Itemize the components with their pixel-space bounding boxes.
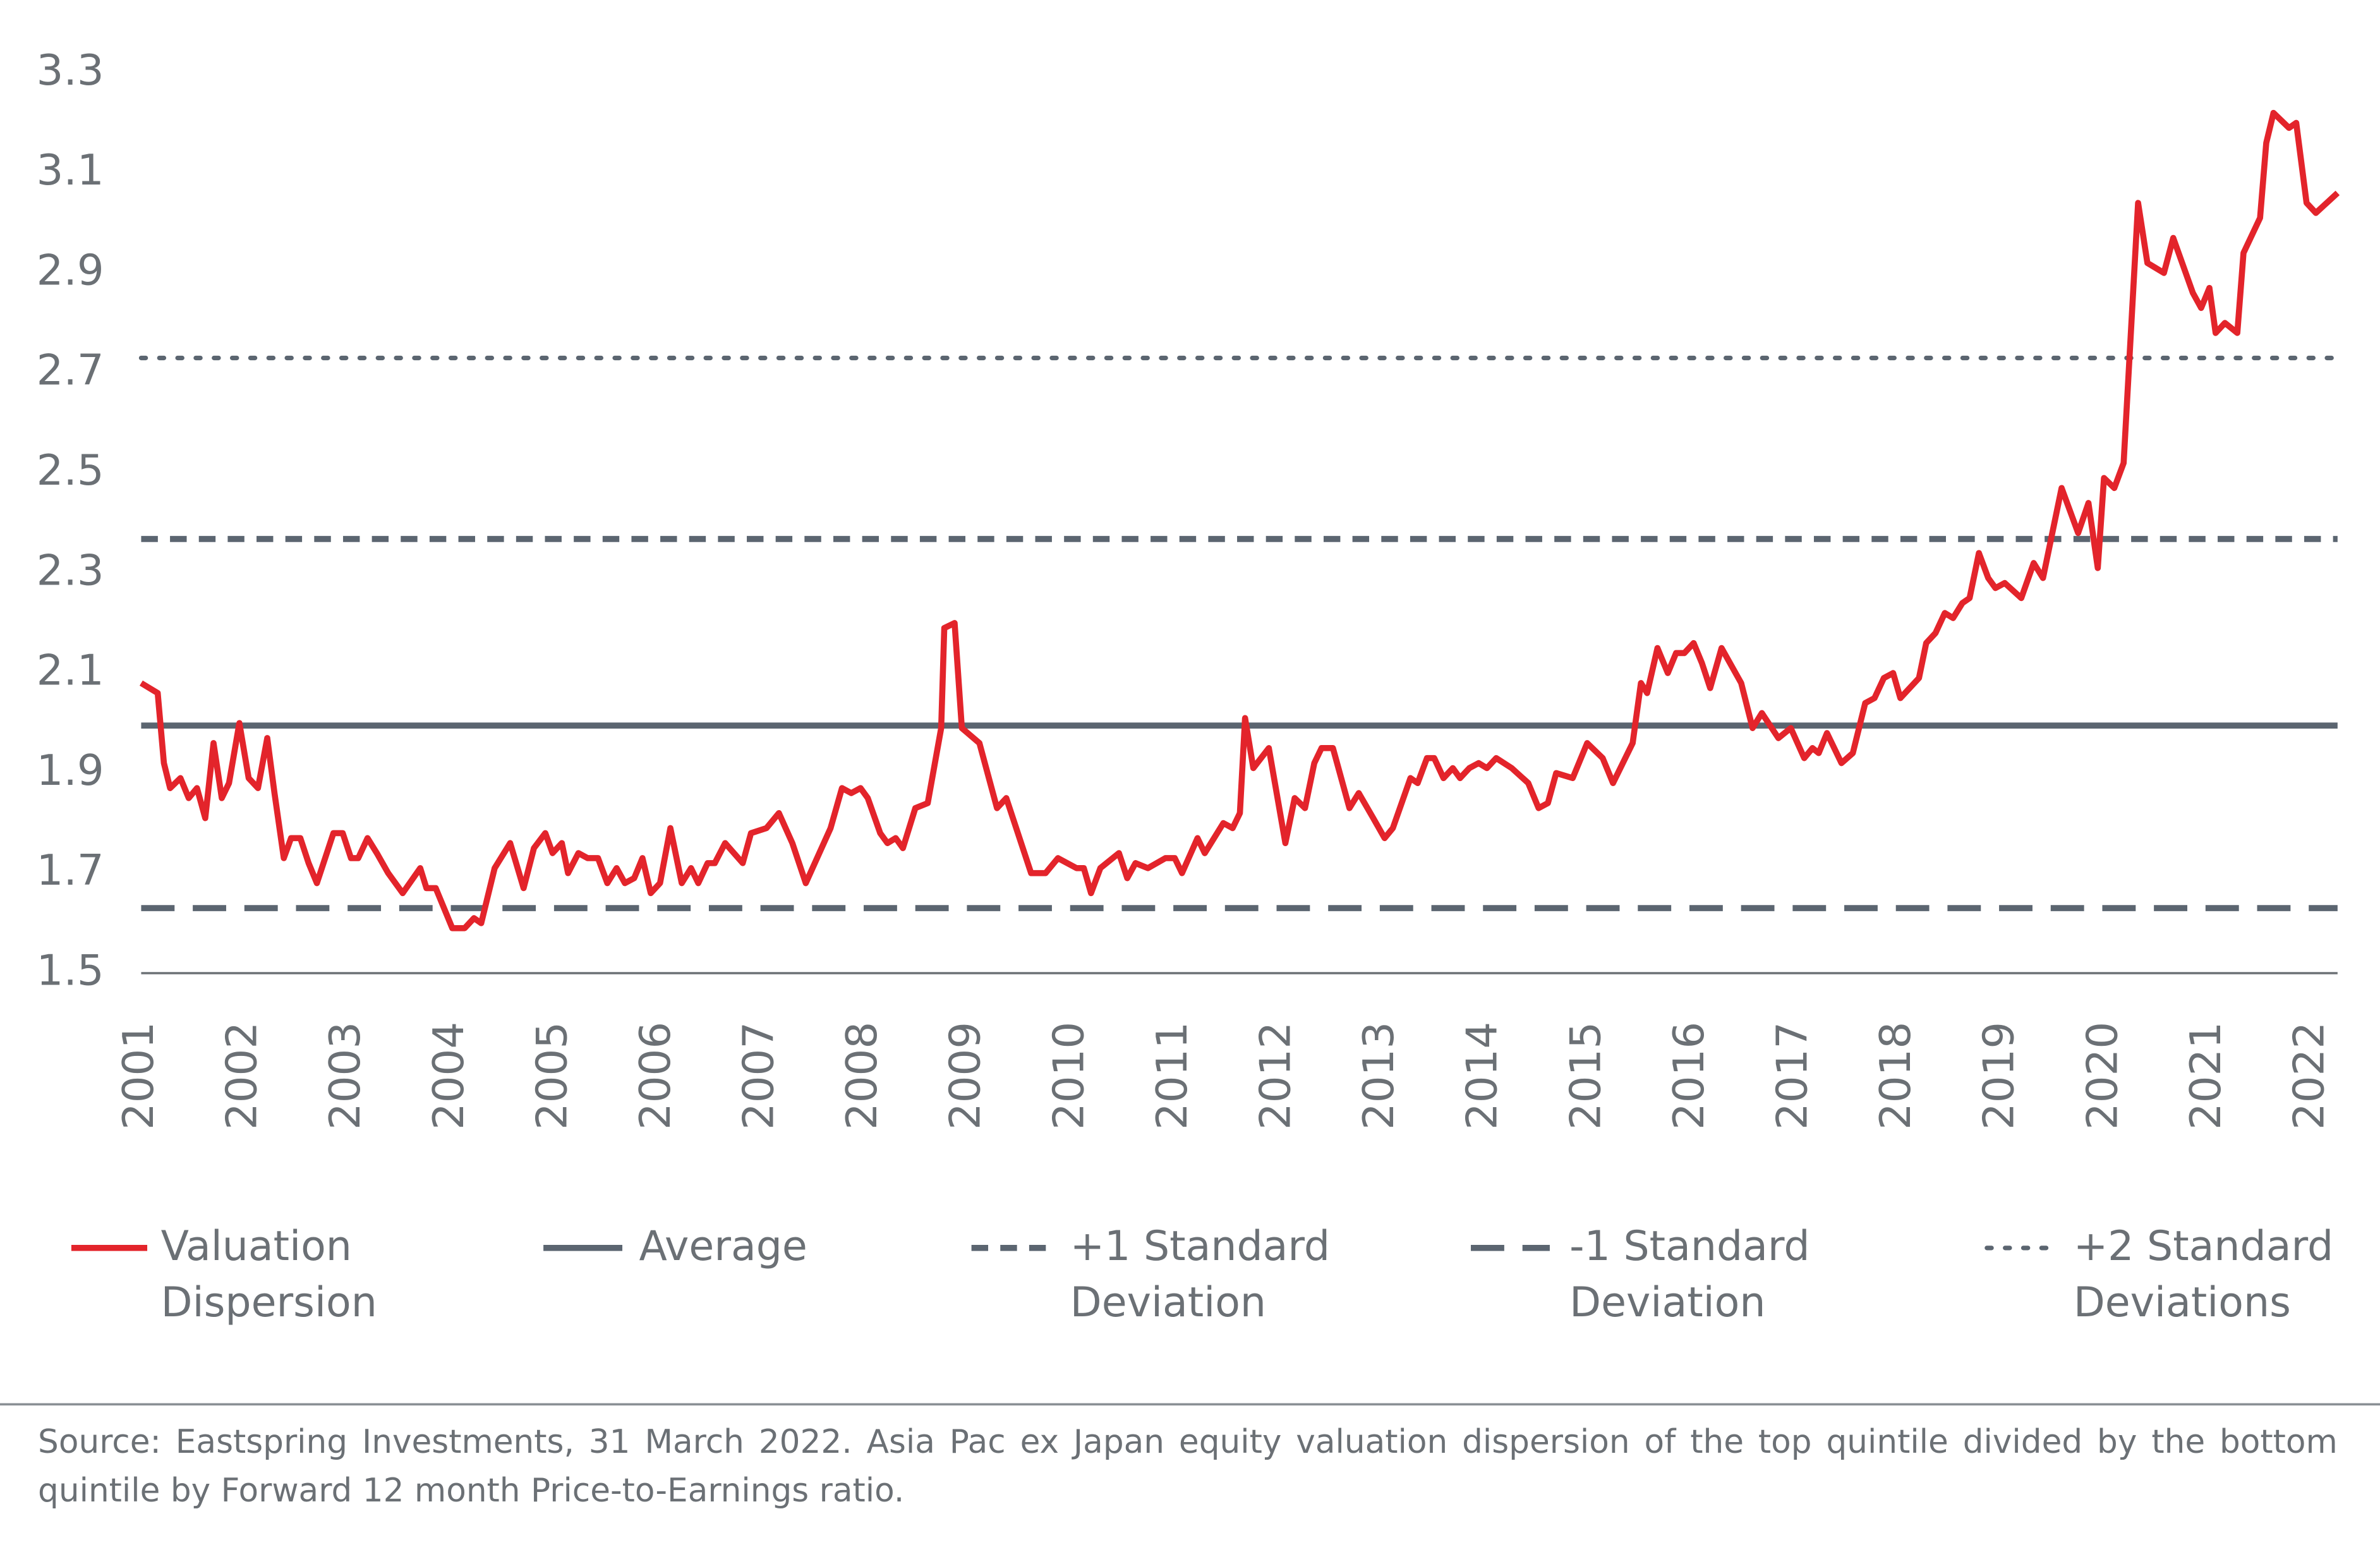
x-tick-label: 2019 [1974,1022,2024,1130]
x-tick-label: 2021 [2181,1022,2230,1130]
x-tick-label: 2008 [837,1022,886,1130]
legend-label: -1 Standard Deviation [1569,1223,1810,1327]
x-tick-label: 2003 [320,1022,370,1130]
y-tick-label: 2.3 [37,545,104,595]
legend-label: Valuation Dispersion [160,1223,377,1327]
y-tick-label: 2.5 [37,446,104,495]
x-tick-label: 2006 [631,1022,680,1130]
y-tick-label: 1.7 [37,846,104,895]
y-tick-label: 1.9 [37,746,104,795]
y-tick-label: 2.7 [37,346,104,395]
x-tick-label: 2009 [941,1022,990,1130]
x-tick-label: 2022 [2284,1022,2333,1130]
legend-label: +1 Standard Deviation [1070,1223,1331,1327]
legend-label: +2 Standard Deviations [2073,1223,2334,1327]
y-tick-label: 2.1 [37,646,104,695]
x-tick-label: 2012 [1251,1022,1300,1130]
x-tick-label: 2007 [734,1022,783,1130]
x-tick-label: 2004 [424,1022,473,1130]
x-tick-label: 2001 [114,1022,163,1130]
source-note: Source: Eastspring Investments, 31 March… [38,1424,2338,1511]
x-tick-label: 2005 [527,1022,576,1130]
y-tick-label: 3.3 [37,45,104,95]
y-tick-label: 2.9 [37,245,104,294]
x-tick-label: 2015 [1561,1022,1610,1130]
x-tick-label: 2011 [1147,1022,1197,1130]
legend-label: Average [639,1223,807,1271]
x-tick-label: 2002 [217,1022,267,1130]
x-tick-label: 2014 [1458,1022,1507,1130]
x-tick-label: 2018 [1871,1022,1920,1130]
y-tick-label: 1.5 [37,946,104,995]
x-tick-label: 2017 [1768,1022,1817,1130]
data-line [139,109,2340,931]
x-tick-label: 2020 [2077,1022,2127,1130]
x-tick-label: 2016 [1664,1022,1713,1130]
x-tick-label: 2013 [1354,1022,1403,1130]
y-tick-label: 3.1 [37,145,104,195]
x-tick-label: 2010 [1044,1022,1093,1130]
